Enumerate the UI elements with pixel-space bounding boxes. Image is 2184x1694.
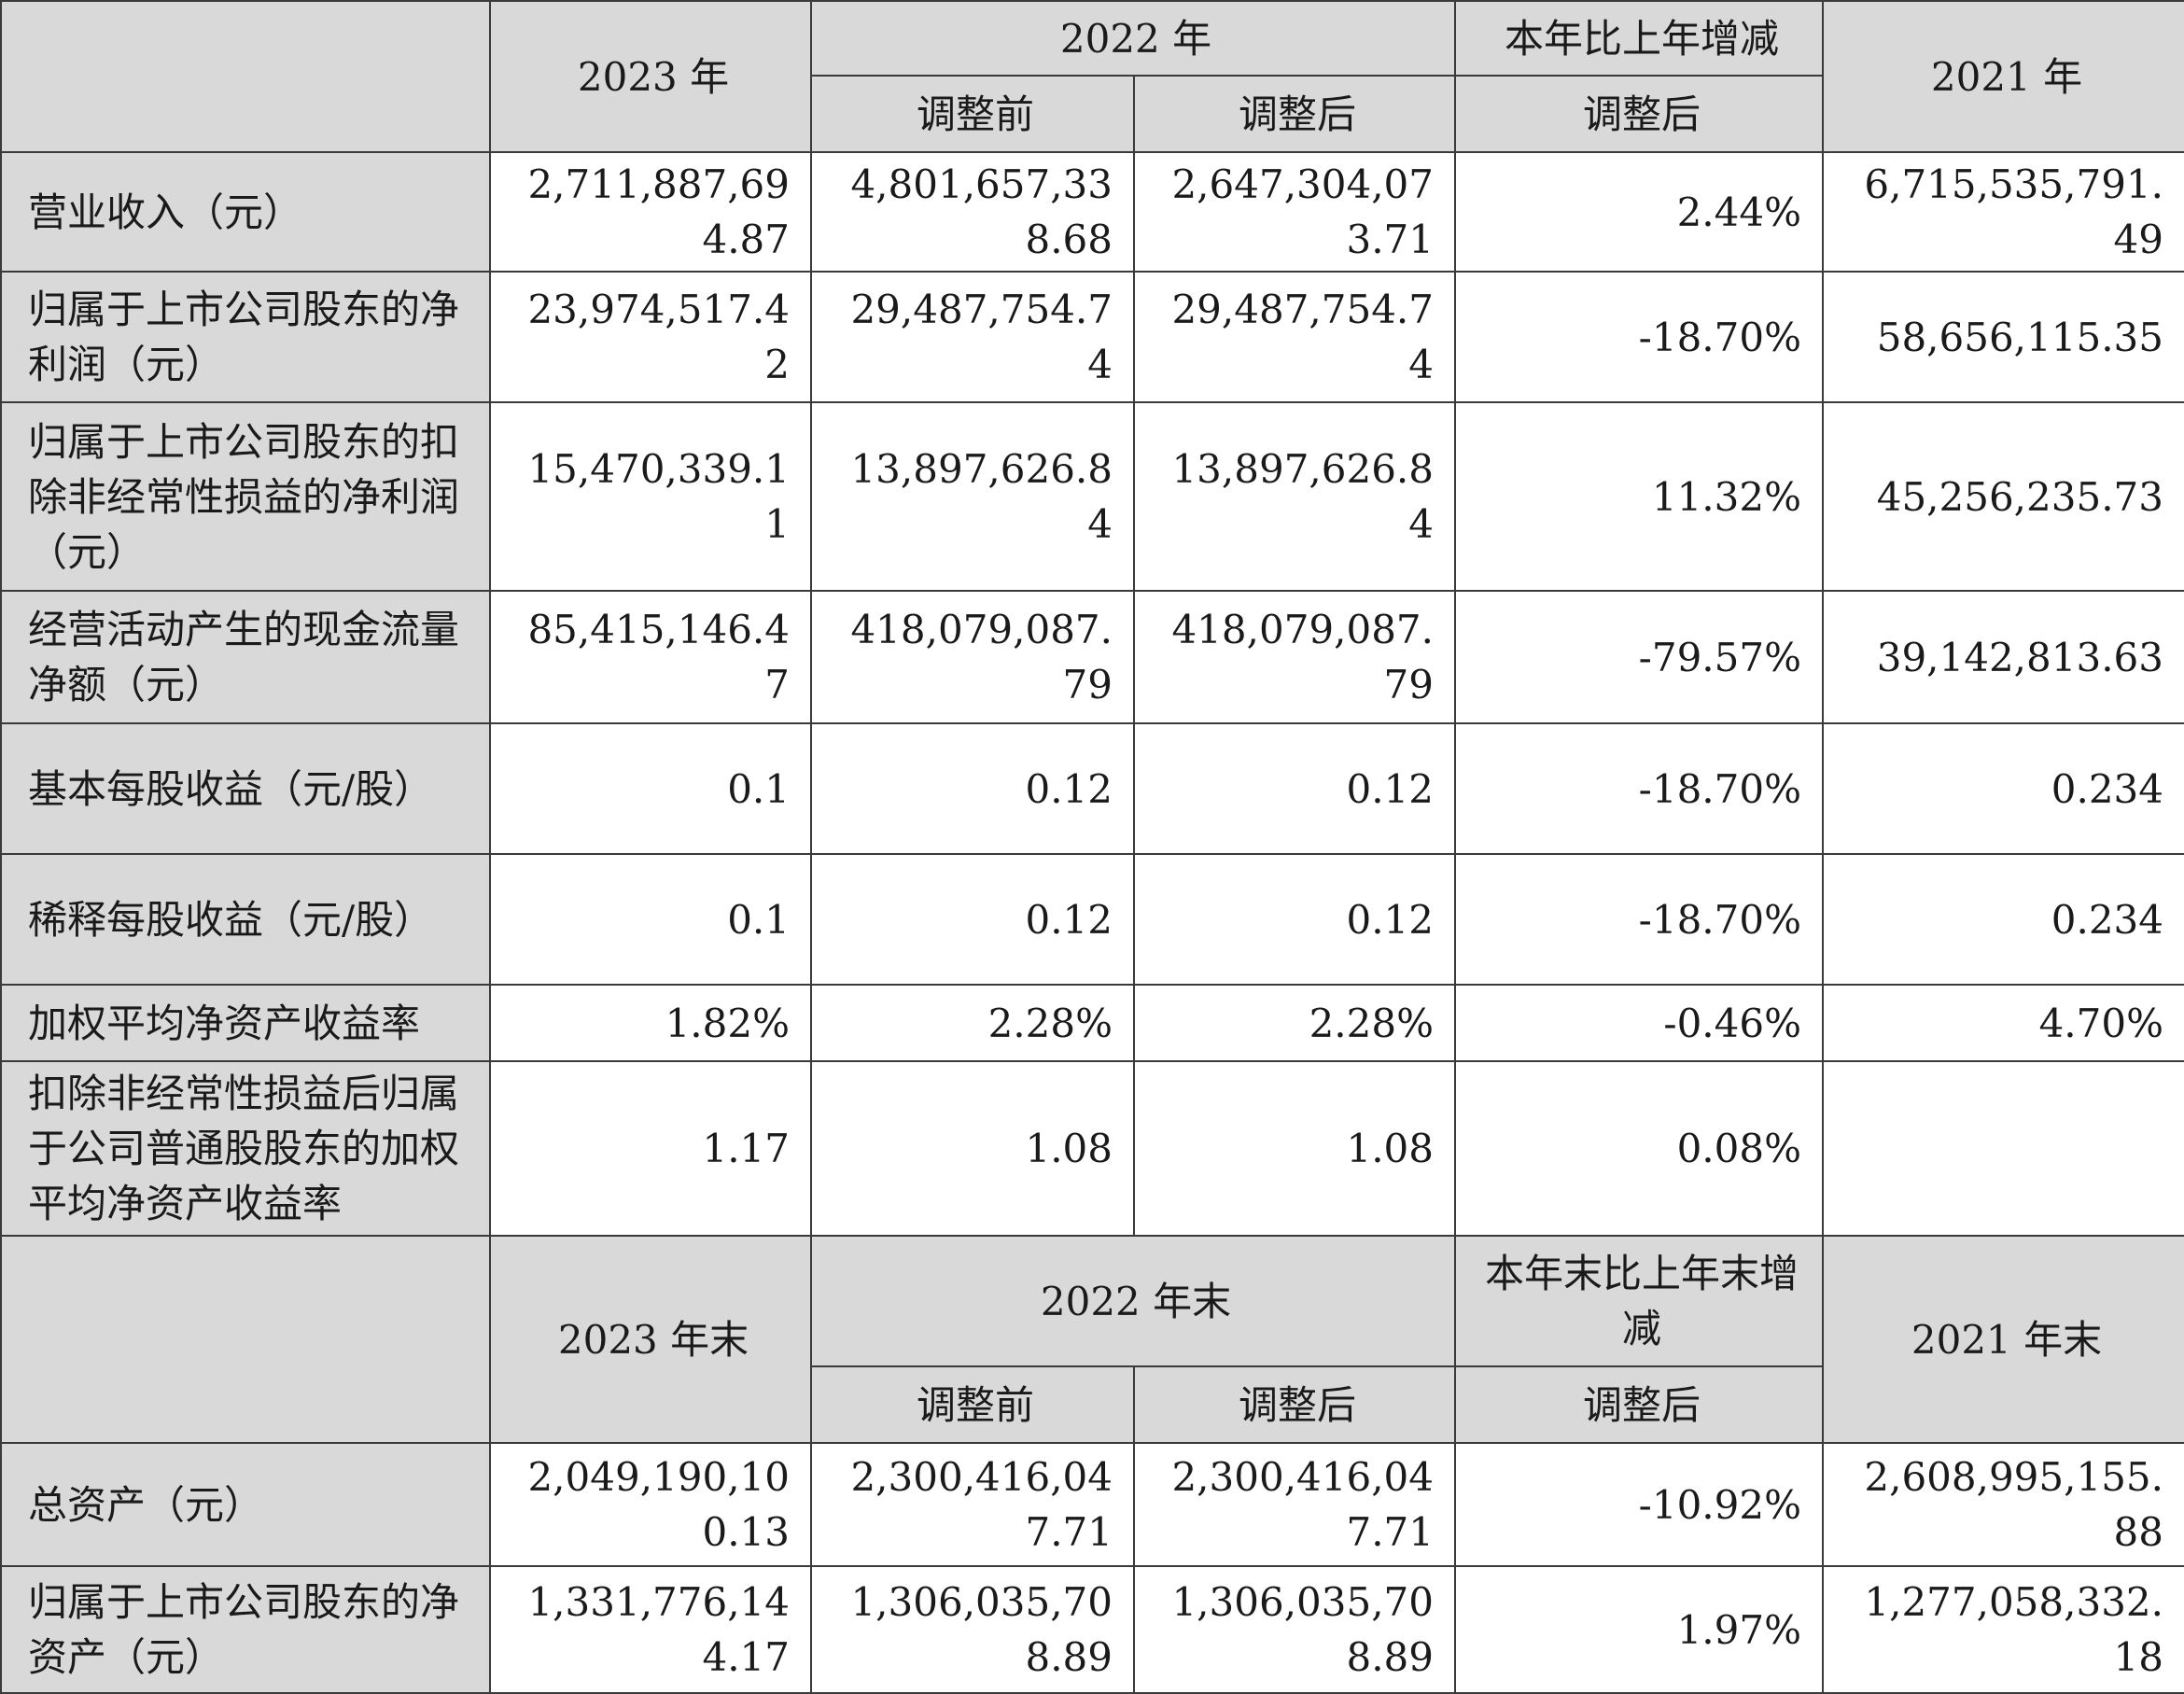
value-2022-end-after: 1,306,035,708.89 [1133, 1565, 1456, 1694]
header-change-end: 本年末比上年末增减 [1454, 1235, 1824, 1367]
value-2021: 6,715,535,791.49 [1822, 151, 2184, 273]
value-2022-end-before: 2,300,416,047.71 [810, 1442, 1135, 1567]
table-row: 基本每股收益（元/股） 0.1 0.12 0.12 -18.70% 0.234 [0, 722, 2184, 855]
value-2023: 23,974,517.42 [489, 271, 812, 403]
value-2022-before: 2.28% [810, 984, 1135, 1062]
table-row: 经营活动产生的现金流量净额（元） 85,415,146.47 418,079,0… [0, 590, 2184, 724]
value-2022-before: 4,801,657,338.68 [810, 151, 1135, 273]
row-label: 营业收入（元） [0, 151, 491, 273]
table-row: 总资产（元） 2,049,190,100.13 2,300,416,047.71… [0, 1442, 2184, 1567]
value-2022-before: 29,487,754.74 [810, 271, 1135, 403]
value-2022-before: 13,897,626.84 [810, 401, 1135, 592]
value-2021: 4.70% [1822, 984, 2184, 1062]
table-row: 稀释每股收益（元/股） 0.1 0.12 0.12 -18.70% 0.234 [0, 853, 2184, 986]
table-row: 营业收入（元） 2,711,887,694.87 4,801,657,338.6… [0, 151, 2184, 273]
value-2022-after: 2,647,304,073.71 [1133, 151, 1456, 273]
row-label: 归属于上市公司股东的扣除非经常性损益的净利润（元） [0, 401, 491, 592]
value-2023-end: 2,049,190,100.13 [489, 1442, 812, 1567]
value-2022-after: 29,487,754.74 [1133, 271, 1456, 403]
value-2022-before: 0.12 [810, 853, 1135, 986]
subheader-change-after: 调整后 [1454, 75, 1824, 153]
value-change: -18.70% [1454, 853, 1824, 986]
value-2022-after: 13,897,626.84 [1133, 401, 1456, 592]
row-label: 归属于上市公司股东的净利润（元） [0, 271, 491, 403]
table-row: 加权平均净资产收益率 1.82% 2.28% 2.28% -0.46% 4.70… [0, 984, 2184, 1062]
value-2022-before: 0.12 [810, 722, 1135, 855]
value-2021: 0.234 [1822, 853, 2184, 986]
value-2021: 45,256,235.73 [1822, 401, 2184, 592]
subheader-after: 调整后 [1133, 75, 1456, 153]
value-2021: 58,656,115.35 [1822, 271, 2184, 403]
value-2023: 15,470,339.11 [489, 401, 812, 592]
value-2022-after: 0.12 [1133, 722, 1456, 855]
subheader-row: 调整前 调整后 调整后 [1, 75, 2184, 153]
value-2022-before: 418,079,087.79 [810, 590, 1135, 724]
value-2022-after: 0.12 [1133, 853, 1456, 986]
subheader-row: 调整前 调整后 调整后 [1, 1365, 2184, 1444]
value-2021-end: 2,608,995,155.88 [1822, 1442, 2184, 1567]
table-row: 归属于上市公司股东的扣除非经常性损益的净利润（元） 15,470,339.11 … [0, 401, 2184, 592]
value-2022-after: 1.08 [1133, 1060, 1456, 1237]
value-2023: 0.1 [489, 722, 812, 855]
value-2021: 0.234 [1822, 722, 2184, 855]
subheader-after: 调整后 [1133, 1365, 1456, 1444]
row-label: 稀释每股收益（元/股） [0, 853, 491, 986]
value-change-end: 1.97% [1454, 1565, 1824, 1694]
value-change: 11.32% [1454, 401, 1824, 592]
header-corner-cell [0, 1235, 491, 1444]
row-label: 加权平均净资产收益率 [0, 984, 491, 1062]
table-row: 扣除非经常性损益后归属于公司普通股股东的加权平均净资产收益率 1.17 1.08… [0, 1060, 2184, 1237]
row-label: 基本每股收益（元/股） [0, 722, 491, 855]
header-2022-end: 2022 年末 [810, 1235, 1456, 1367]
header-corner-cell [0, 0, 491, 153]
header-row: 2023 年末 2022 年末 本年末比上年末增减 2021 年末 [0, 1235, 2184, 1444]
header-2021-end: 2021 年末 [1822, 1235, 2184, 1444]
value-change: 0.08% [1454, 1060, 1824, 1237]
value-2023: 2,711,887,694.87 [489, 151, 812, 273]
header-2023-end: 2023 年末 [489, 1235, 812, 1444]
header-change: 本年比上年增减 [1454, 0, 1824, 77]
value-2021: 39,142,813.63 [1822, 590, 2184, 724]
subheader-before: 调整前 [810, 75, 1135, 153]
row-label: 总资产（元） [0, 1442, 491, 1567]
value-change: 2.44% [1454, 151, 1824, 273]
row-label: 归属于上市公司股东的净资产（元） [0, 1565, 491, 1694]
subheader-change-after: 调整后 [1454, 1365, 1824, 1444]
value-change: -79.57% [1454, 590, 1824, 724]
value-change-end: -10.92% [1454, 1442, 1824, 1567]
subheader-before: 调整前 [810, 1365, 1135, 1444]
header-2022: 2022 年 [810, 0, 1456, 77]
row-label: 扣除非经常性损益后归属于公司普通股股东的加权平均净资产收益率 [0, 1060, 491, 1237]
value-2023: 85,415,146.47 [489, 590, 812, 724]
row-label: 经营活动产生的现金流量净额（元） [0, 590, 491, 724]
value-2022-end-before: 1,306,035,708.89 [810, 1565, 1135, 1694]
value-2021 [1822, 1060, 2184, 1237]
value-2022-end-after: 2,300,416,047.71 [1133, 1442, 1456, 1567]
value-2022-after: 418,079,087.79 [1133, 590, 1456, 724]
value-2023: 1.17 [489, 1060, 812, 1237]
header-2023: 2023 年 [489, 0, 812, 153]
value-2023: 0.1 [489, 853, 812, 986]
header-row: 2023 年 2022 年 本年比上年增减 2021 年 [0, 0, 2184, 153]
table-row: 归属于上市公司股东的净利润（元） 23,974,517.42 29,487,75… [0, 271, 2184, 403]
header-2021: 2021 年 [1822, 0, 2184, 153]
value-2023: 1.82% [489, 984, 812, 1062]
value-2023-end: 1,331,776,144.17 [489, 1565, 812, 1694]
value-2021-end: 1,277,058,332.18 [1822, 1565, 2184, 1694]
value-change: -18.70% [1454, 271, 1824, 403]
value-2022-before: 1.08 [810, 1060, 1135, 1237]
table-row: 归属于上市公司股东的净资产（元） 1,331,776,144.17 1,306,… [0, 1565, 2184, 1694]
value-change: -0.46% [1454, 984, 1824, 1062]
value-change: -18.70% [1454, 722, 1824, 855]
value-2022-after: 2.28% [1133, 984, 1456, 1062]
